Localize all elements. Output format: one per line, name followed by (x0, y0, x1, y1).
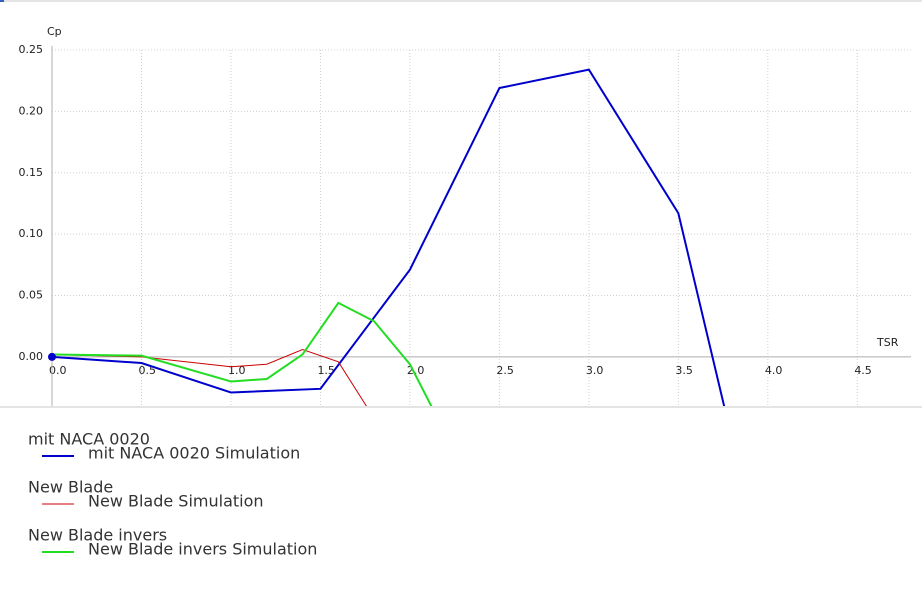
y-tick-label: 0.15 (19, 166, 44, 179)
series-line (51, 348, 367, 406)
x-tick-label: 3.5 (675, 364, 693, 377)
x-tick-label: 0.0 (49, 364, 67, 377)
series-line (51, 68, 726, 406)
legend-label: mit NACA 0020 Simulation (88, 444, 300, 463)
y-tick-label: 0.20 (19, 104, 44, 117)
x-axis-label: TSR (876, 336, 899, 349)
x-tick-label: 4.0 (765, 364, 783, 377)
y-tick-label: 0.25 (19, 43, 44, 56)
legend-group: New Blade (28, 478, 113, 497)
x-tick-label: 2.5 (496, 364, 514, 377)
y-axis-label: Cp (47, 25, 62, 38)
y-tick-label: 0.05 (19, 289, 44, 302)
legend-group: mit NACA 0020 (28, 430, 150, 449)
legend-group: New Blade invers (28, 526, 167, 545)
legend-label: New Blade invers Simulation (88, 540, 317, 559)
y-tick-label: 0.10 (19, 227, 44, 240)
x-tick-label: 4.5 (854, 364, 872, 377)
x-tick-label: 1.0 (228, 364, 246, 377)
x-tick-label: 1.5 (317, 364, 335, 377)
x-tick-label: 3.0 (586, 364, 604, 377)
selected-point (48, 352, 56, 361)
legend-label: New Blade Simulation (88, 492, 264, 511)
y-tick-label: 0.00 (19, 350, 44, 363)
series-line (51, 301, 433, 406)
